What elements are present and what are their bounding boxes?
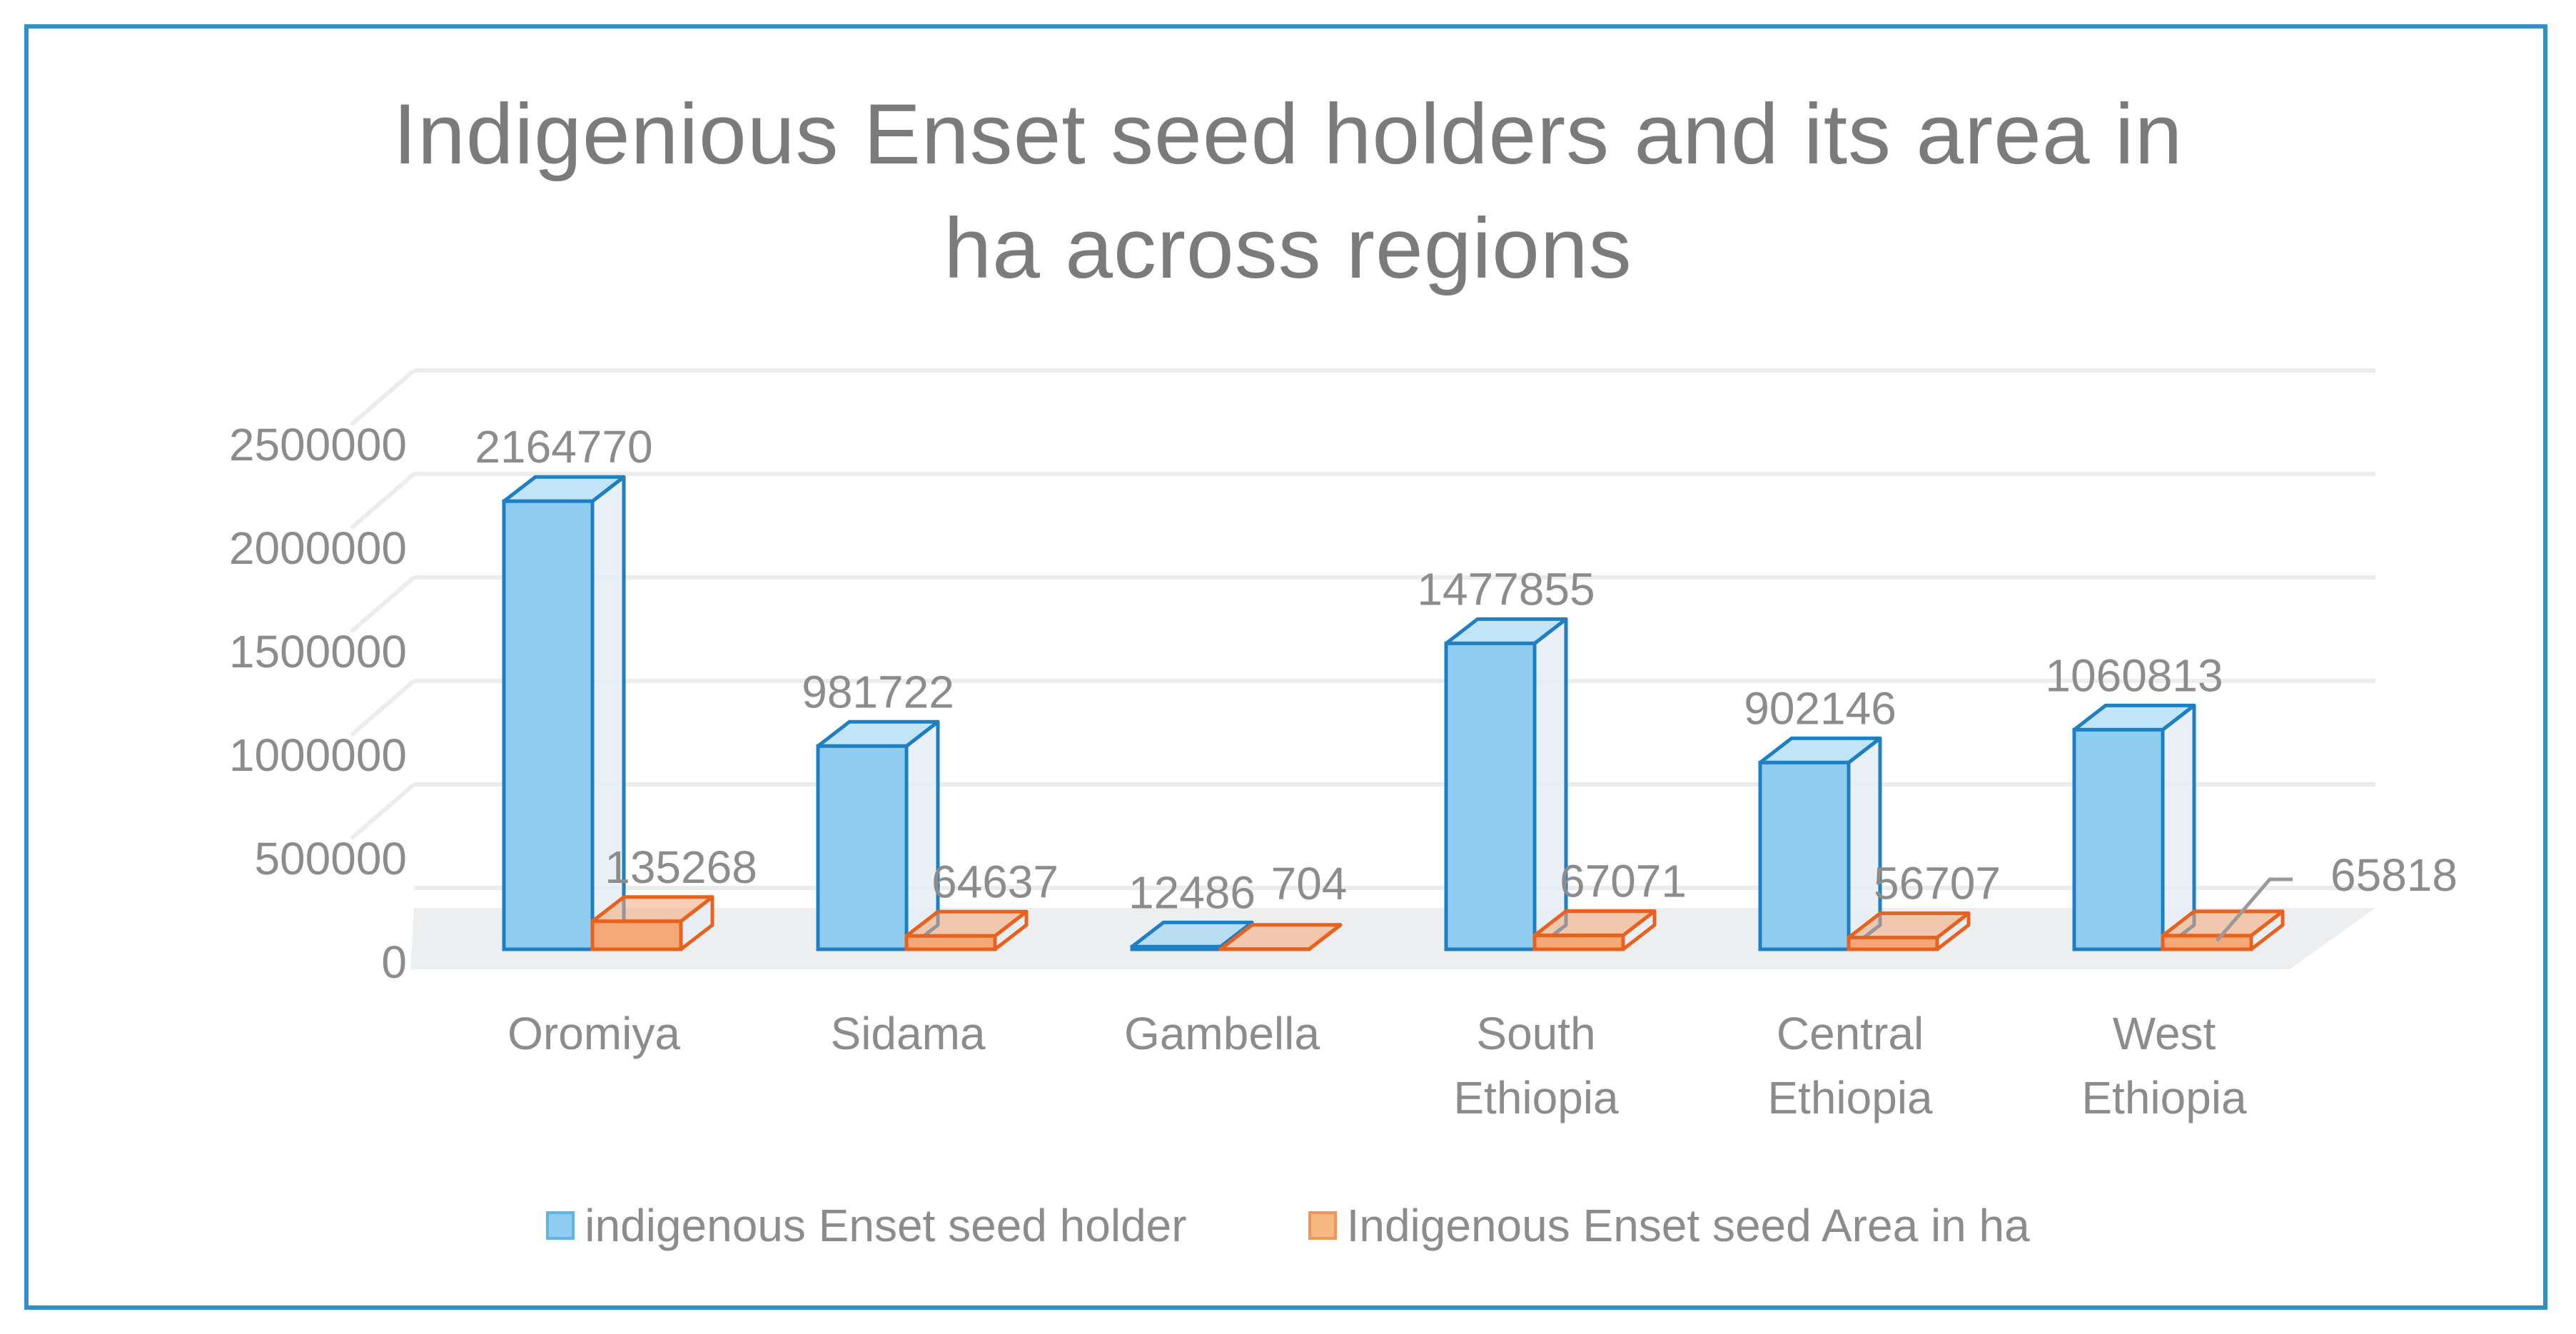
- bar-s0-c3-front: [1444, 641, 1537, 951]
- y-tick-label-5: 2500000: [229, 419, 407, 470]
- x-tick-label-4-line-1: Ethiopia: [1767, 1072, 1933, 1123]
- x-tick-label-1-line-0: Sidama: [831, 1008, 986, 1059]
- y-tick-label-2: 1000000: [229, 729, 407, 781]
- data-label-s1-c1: 64637: [931, 856, 1059, 907]
- bar-s0-c5-side: [2161, 703, 2196, 951]
- x-tick-label-2-line-0: Gambella: [1124, 1008, 1320, 1059]
- bar-s1-c5-front: [2161, 934, 2253, 951]
- legend-item-holder: indigenous Enset seed holder: [546, 1199, 1187, 1252]
- data-label-s0-c0: 2164770: [475, 421, 652, 473]
- x-tick-label-5-line-1: Ethiopia: [2081, 1072, 2247, 1123]
- gridline-side-5: [350, 368, 415, 427]
- legend-item-area: Indigenous Enset seed Area in ha: [1308, 1199, 2030, 1252]
- legend-swatch-holder: [546, 1211, 575, 1240]
- data-label-s1-c4: 56707: [1874, 858, 2001, 909]
- data-label-s1-c5: 65818: [2330, 849, 2458, 901]
- data-label-s0-c3: 1477855: [1417, 563, 1595, 615]
- chart-frame: [24, 24, 2547, 1310]
- y-tick-label-4: 2000000: [229, 522, 407, 574]
- data-label-s0-c4: 902146: [1744, 682, 1896, 734]
- legend-label-holder: indigenous Enset seed holder: [585, 1200, 1187, 1251]
- chart-title-line-2: ha across regions: [944, 201, 1632, 296]
- bar-s1-c4-front: [1847, 936, 1939, 951]
- data-label-s1-c2: 704: [1271, 858, 1348, 909]
- bar-s0-c2-front: [1130, 944, 1223, 951]
- chart-title-line-1: Indigenious Enset seed holders and its a…: [393, 86, 2183, 182]
- bar-s1-c1-front: [904, 934, 997, 951]
- x-tick-label-3-line-0: South: [1476, 1008, 1595, 1059]
- bar-s0-c4-front: [1758, 760, 1851, 951]
- bar-s0-c1-front: [816, 744, 909, 951]
- chart-legend: indigenous Enset seed holder Indigenous …: [0, 1199, 2576, 1252]
- gridline-side-4: [350, 472, 415, 530]
- x-tick-label-5-line-0: West: [2113, 1008, 2216, 1059]
- gridline-side-1: [350, 782, 415, 841]
- chart-title: Indigenious Enset seed holders and its a…: [0, 77, 2576, 305]
- bar-s1-c3-front: [1532, 934, 1625, 951]
- legend-swatch-area: [1308, 1211, 1337, 1240]
- bar-s0-c0-front: [502, 499, 595, 951]
- x-tick-label-0-line-0: Oromiya: [507, 1008, 680, 1059]
- gridline-side-3: [350, 575, 415, 634]
- data-label-s0-c2: 12486: [1128, 866, 1256, 918]
- data-label-s1-c0: 135268: [605, 842, 757, 893]
- data-label-s1-c3: 67071: [1560, 856, 1687, 907]
- legend-label-area: Indigenous Enset seed Area in ha: [1346, 1200, 2030, 1251]
- gridline-side-2: [350, 679, 415, 737]
- y-tick-label-3: 1500000: [229, 626, 407, 677]
- data-label-s0-c5: 1060813: [2045, 650, 2223, 701]
- x-tick-label-3-line-1: Ethiopia: [1453, 1072, 1619, 1123]
- data-label-s0-c1: 981722: [802, 666, 954, 717]
- bar-s1-c0-front: [590, 919, 683, 951]
- x-tick-label-4-line-0: Central: [1777, 1008, 1924, 1059]
- y-tick-label-1: 500000: [254, 833, 407, 884]
- data-label-leader-s1-c5: [2216, 877, 2293, 942]
- y-tick-label-0: 0: [381, 936, 407, 988]
- bar-s0-c5-front: [2072, 727, 2165, 951]
